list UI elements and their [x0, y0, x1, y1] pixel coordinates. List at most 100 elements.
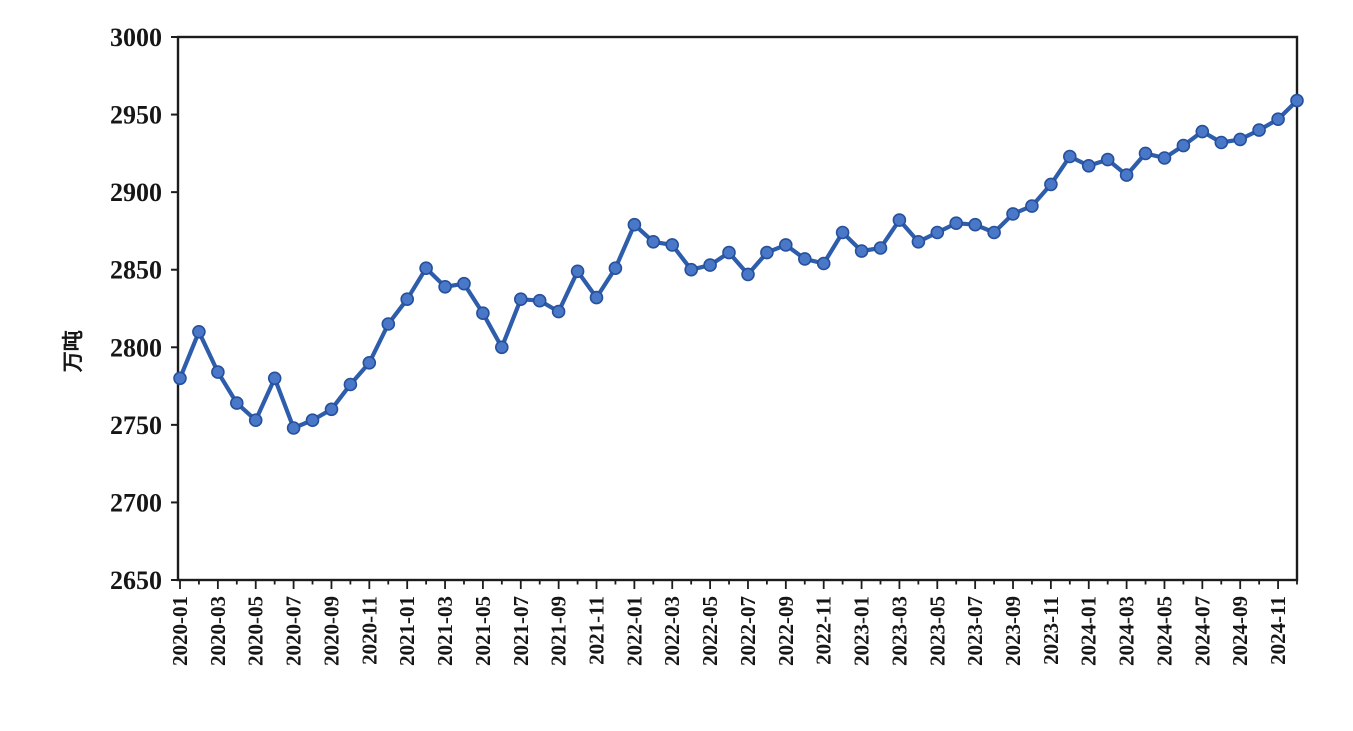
- x-axis-tick-label: 2021-09: [547, 596, 571, 666]
- data-point: [854, 244, 869, 258]
- x-axis-tick-label: 2023-03: [887, 596, 911, 666]
- series-group: [173, 93, 1304, 435]
- data-point: [1157, 151, 1172, 165]
- x-axis-tick-label: 2021-07: [509, 596, 533, 666]
- data-point: [267, 371, 282, 386]
- data-point: [1214, 135, 1229, 150]
- x-axis-tick-label: 2022-05: [698, 596, 722, 666]
- x-axis-tick-label: 2023-01: [850, 596, 874, 666]
- data-point: [551, 304, 566, 319]
- data-point: [324, 402, 339, 417]
- data-point: [419, 261, 433, 276]
- x-axis-tick-label: 2022-11: [812, 596, 836, 665]
- data-point: [760, 245, 774, 260]
- data-point: [627, 217, 642, 232]
- data-point: [1195, 124, 1210, 139]
- y-axis-tick-label: 2650: [110, 566, 162, 595]
- y-axis-title: 万吨: [61, 330, 85, 373]
- y-axis: 2650 2700 2750 2800 2850 2900 2950 3000: [110, 23, 178, 595]
- data-point: [381, 317, 396, 331]
- plot-border-group: [176, 35, 1299, 582]
- x-axis-tick-label: 2023-09: [1001, 596, 1025, 666]
- x-axis-tick-label: 2020-11: [357, 596, 381, 665]
- data-point: [778, 238, 793, 252]
- data-point: [873, 241, 888, 255]
- data-point: [703, 258, 717, 272]
- data-point: [797, 252, 812, 266]
- x-axis-tick-label: 2020-03: [206, 596, 230, 666]
- data-point: [987, 225, 1001, 240]
- x-axis-tick-label: 2024-09: [1228, 596, 1252, 666]
- x-axis-tick-label: 2024-05: [1152, 596, 1176, 666]
- data-point: [305, 413, 320, 428]
- data-point: [286, 421, 301, 435]
- data-point: [684, 262, 699, 277]
- x-axis-tick-label: 2024-11: [1266, 596, 1290, 665]
- data-point: [476, 306, 490, 321]
- data-point: [816, 256, 831, 271]
- data-point: [835, 225, 850, 240]
- data-point: [930, 225, 945, 240]
- data-point: [1063, 149, 1077, 164]
- y-axis-tick-label: 2750: [110, 411, 162, 440]
- x-axis-tick-label: 2021-11: [585, 596, 609, 665]
- data-point: [494, 340, 509, 355]
- data-point: [438, 279, 452, 294]
- data-point: [646, 235, 661, 249]
- data-point: [248, 413, 263, 428]
- x-axis-tick-label: 2021-05: [471, 596, 495, 666]
- data-point: [608, 261, 623, 276]
- data-point: [513, 292, 528, 307]
- x-axis-tick-label: 2022-03: [660, 596, 684, 666]
- x-axis-tick-label: 2021-01: [395, 596, 419, 666]
- data-point: [570, 264, 585, 279]
- data-point: [1176, 138, 1191, 153]
- x-axis-tick-label: 2022-01: [622, 596, 646, 666]
- x-axis-tick-label: 2022-07: [736, 596, 760, 666]
- data-point: [400, 292, 415, 307]
- data-point: [362, 355, 377, 370]
- data-point: [1044, 177, 1058, 192]
- x-axis-tick-label: 2023-05: [925, 596, 949, 666]
- data-point: [589, 290, 604, 305]
- data-point: [211, 365, 225, 379]
- x-axis-tick-label: 2020-01: [168, 596, 192, 666]
- x-axis-tick-label: 2024-01: [1077, 596, 1101, 666]
- data-point: [1138, 146, 1153, 161]
- data-point: [741, 267, 755, 282]
- y-axis-tick-label: 2700: [110, 488, 162, 517]
- x-axis-tick-label: 2020-09: [319, 596, 343, 666]
- data-point: [532, 293, 547, 308]
- data-point: [1119, 168, 1134, 182]
- data-point: [911, 235, 926, 249]
- data-point: [1290, 93, 1304, 108]
- x-axis-tick-label: 2023-07: [963, 596, 987, 666]
- y-axis-tick-label: 3000: [110, 23, 162, 52]
- y-axis-tick-label: 2800: [110, 333, 162, 362]
- x-axis: 2020-01 2020-03 2020-05 2020-07 2020-09 2020-…: [168, 580, 1298, 666]
- data-point: [1081, 159, 1096, 173]
- data-point: [1271, 112, 1285, 126]
- data-point: [722, 245, 736, 260]
- y-axis-tick-label: 2850: [110, 256, 162, 285]
- data-point: [665, 238, 680, 252]
- data-point: [968, 217, 983, 232]
- data-point: [192, 324, 206, 339]
- x-axis-tick-label: 2022-09: [774, 596, 798, 666]
- data-point: [1252, 123, 1266, 137]
- data-point: [1006, 207, 1020, 221]
- data-point: [949, 216, 964, 230]
- x-axis-tick-label: 2024-07: [1190, 596, 1214, 666]
- data-point: [457, 276, 471, 291]
- data-point: [1100, 152, 1115, 167]
- data-point: [892, 213, 907, 227]
- data-point: [173, 371, 187, 386]
- x-axis-tick-label: 2023-11: [1039, 596, 1063, 665]
- x-axis-tick-label: 2020-07: [282, 596, 306, 666]
- x-axis-tick-label: 2020-05: [244, 596, 268, 666]
- x-axis-tick-label: 2021-03: [433, 596, 457, 666]
- x-axis-tick-label: 2024-03: [1115, 596, 1139, 666]
- plot-border: [176, 35, 1299, 582]
